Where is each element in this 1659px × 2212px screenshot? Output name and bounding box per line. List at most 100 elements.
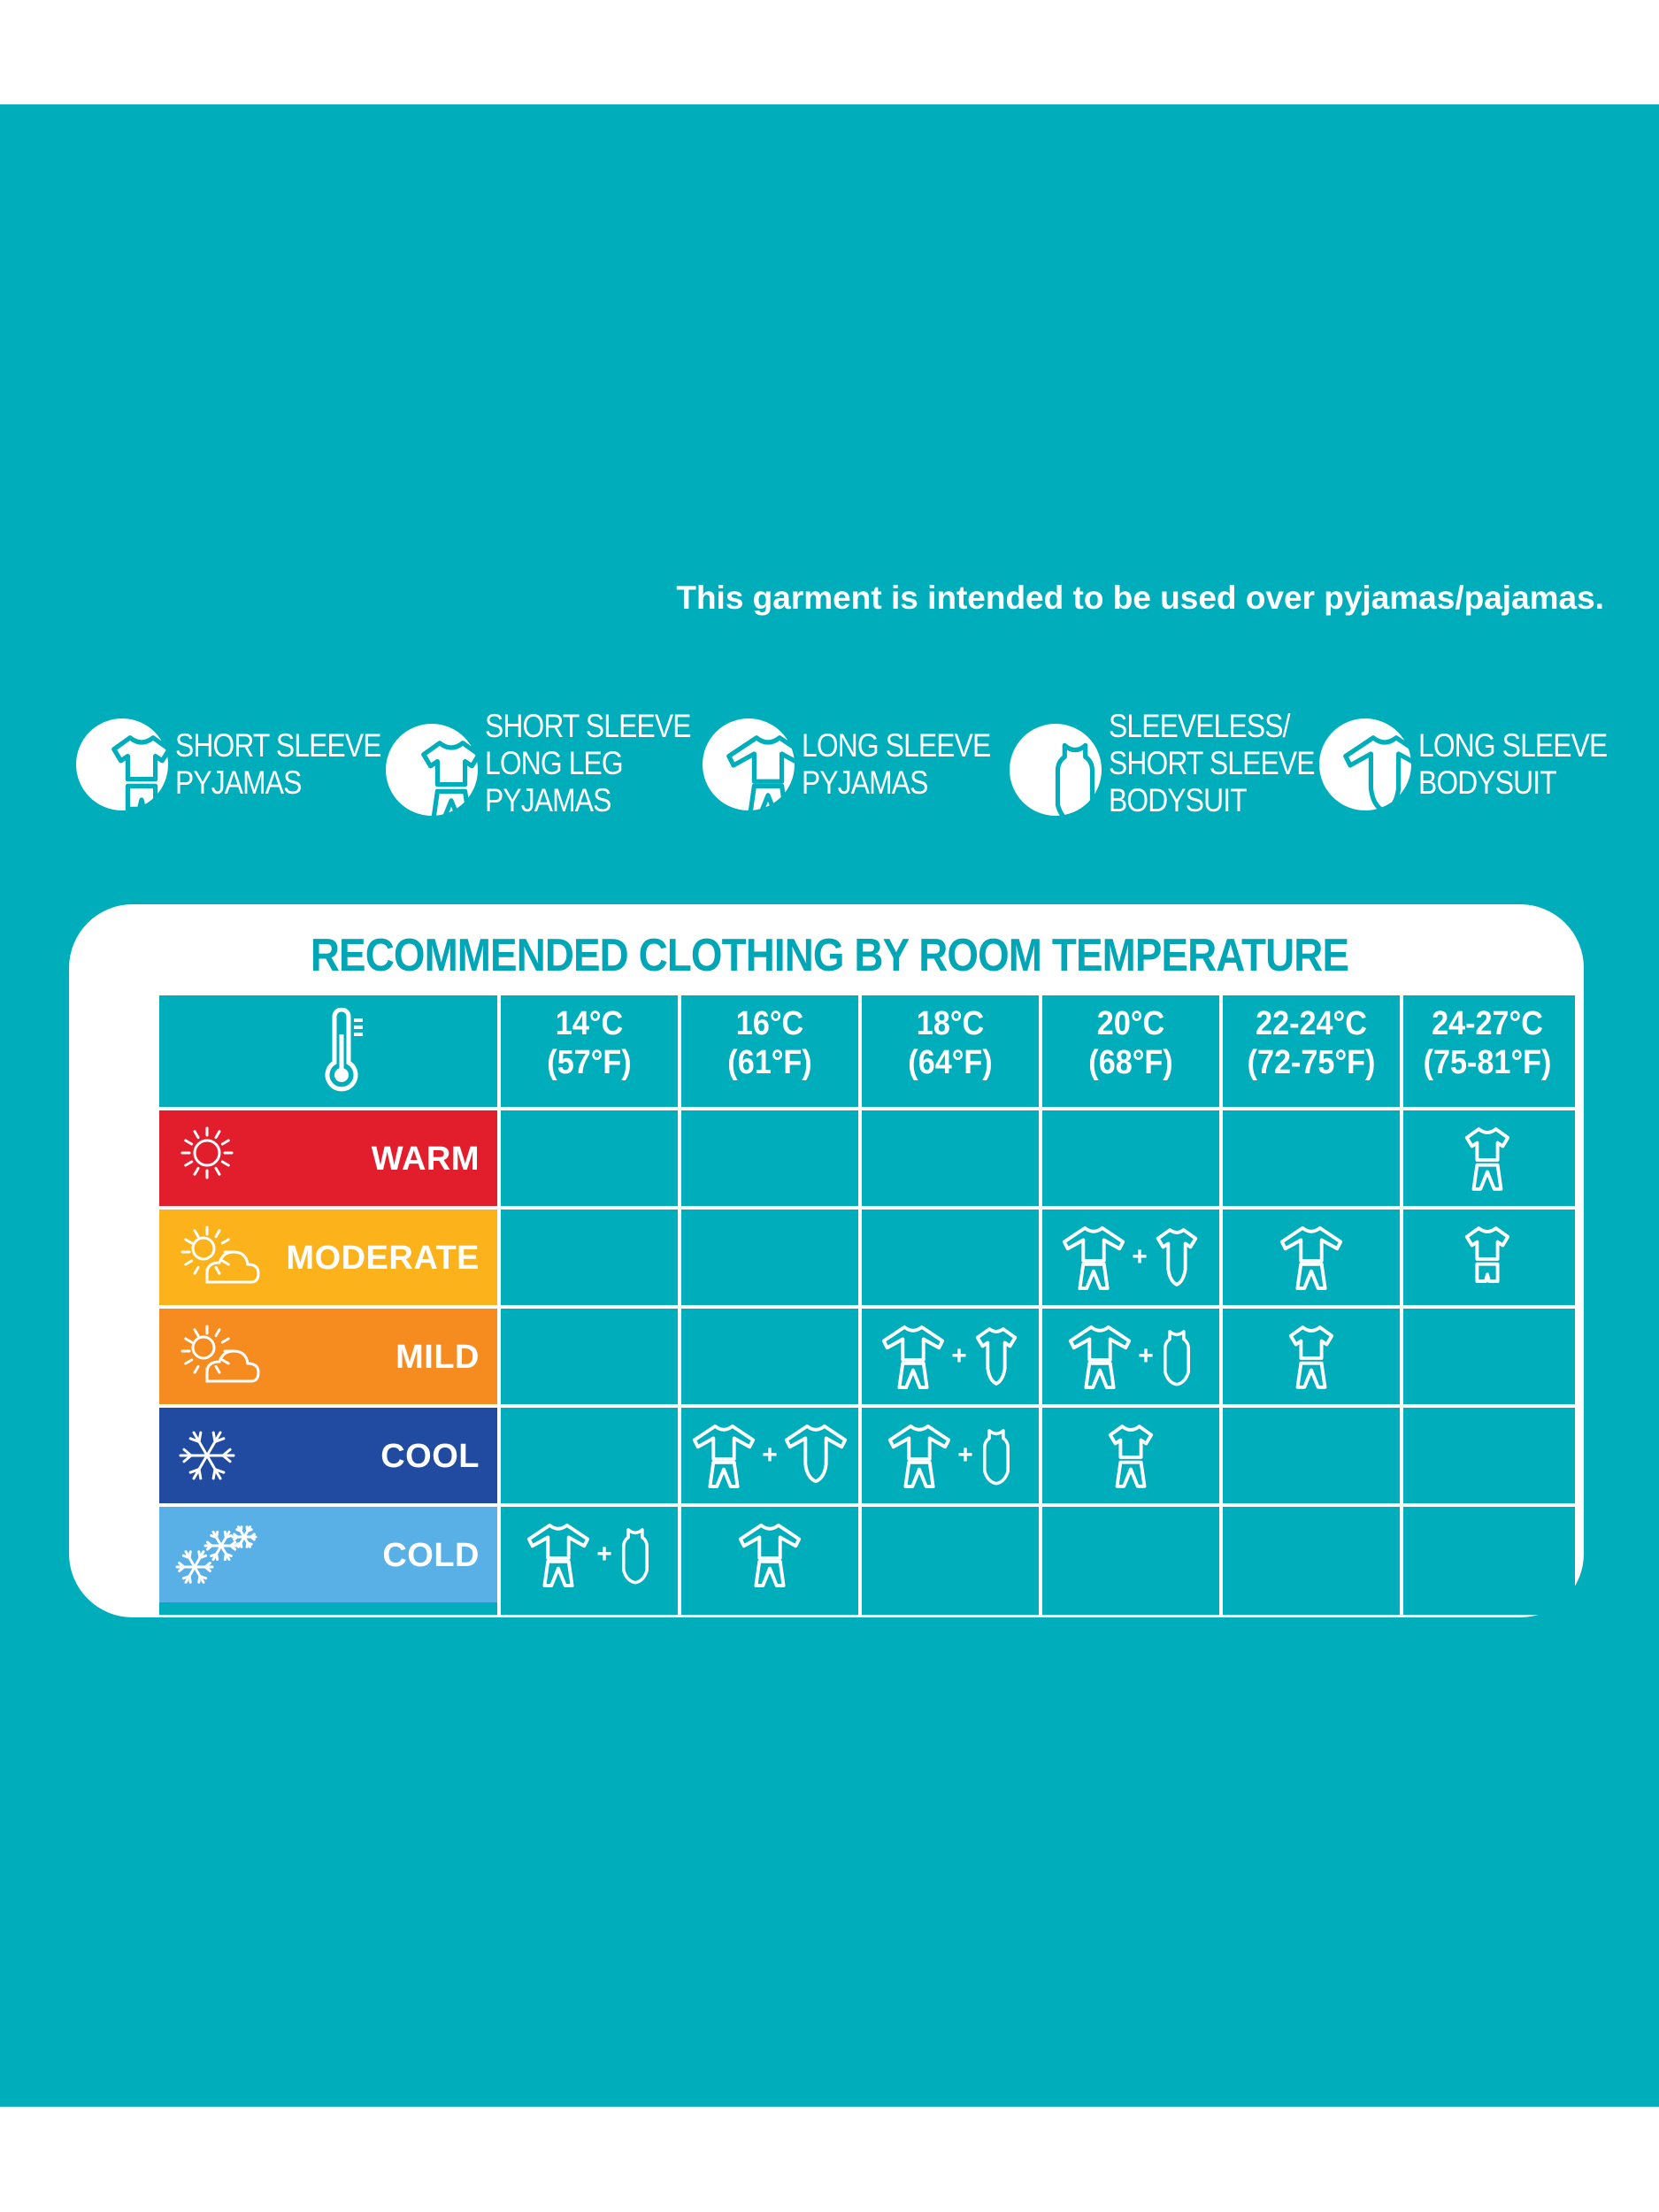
legend-label-line: LONG SLEEVE bbox=[1418, 727, 1608, 764]
grid-line bbox=[159, 1107, 1575, 1110]
condition-label: COOL bbox=[380, 1438, 480, 1475]
short-sleeve-pyjamas-icon bbox=[1462, 1215, 1513, 1300]
recommended-clothing: + bbox=[501, 1507, 678, 1602]
sun-cloud-icon bbox=[180, 1325, 260, 1383]
legend-label: LONG SLEEVE BODYSUIT bbox=[1418, 727, 1608, 802]
fahrenheit-label: (64°F) bbox=[908, 1044, 993, 1081]
legend-label-line: SHORT SLEEVE bbox=[1109, 745, 1315, 781]
condition-cold: COLD bbox=[159, 1507, 497, 1602]
sleeveless-bodysuit-icon bbox=[1010, 724, 1102, 816]
plus-sign: + bbox=[762, 1440, 778, 1470]
snowflake-icon bbox=[179, 1431, 235, 1480]
recommended-clothing bbox=[1403, 1210, 1571, 1305]
long-sleeve-pyjamas-icon bbox=[1059, 1215, 1128, 1300]
recommended-clothing: + bbox=[862, 1408, 1039, 1503]
garment-legend: SHORT SLEEVE PYJAMAS SHORT SLEEVE LONG LEG… bbox=[76, 708, 1608, 832]
legend-label-line: BODYSUIT bbox=[1109, 782, 1248, 818]
plus-sign: + bbox=[1132, 1242, 1148, 1271]
long-sleeve-pyjamas-icon bbox=[885, 1413, 954, 1498]
short-sleeve-long-leg-pyjamas-icon bbox=[386, 724, 478, 816]
short-sleeve-long-leg-pyjamas-icon bbox=[1105, 1413, 1156, 1498]
fahrenheit-label: (75-81°F) bbox=[1423, 1044, 1552, 1081]
celsius-label: 24-27°C bbox=[1432, 1005, 1543, 1042]
long-sleeve-pyjamas-icon bbox=[1065, 1314, 1134, 1399]
condition-warm: WARM bbox=[159, 1110, 497, 1206]
recommended-clothing bbox=[1042, 1408, 1219, 1503]
sleeveless-bodysuit-icon bbox=[1157, 1314, 1196, 1399]
long-sleeve-pyjamas-icon bbox=[735, 1512, 804, 1597]
plus-sign: + bbox=[957, 1440, 973, 1470]
short-sleeve-long-leg-pyjamas-icon bbox=[1286, 1314, 1337, 1399]
temperature-column-header: 18°C (64°F) bbox=[871, 1004, 1030, 1110]
legend-label: SHORT SLEEVE LONG LEG PYJAMAS bbox=[485, 708, 691, 819]
condition-label: MODERATE bbox=[286, 1240, 480, 1277]
legend-label-line: BODYSUIT bbox=[1418, 764, 1557, 801]
recommended-clothing bbox=[681, 1507, 858, 1602]
condition-label: MILD bbox=[396, 1339, 480, 1376]
short-sleeve-pyjamas-icon bbox=[76, 718, 168, 810]
long-sleeve-pyjamas-icon bbox=[524, 1512, 593, 1597]
condition-moderate: MODERATE bbox=[159, 1210, 497, 1305]
legend-label-line: SHORT SLEEVE bbox=[485, 708, 691, 744]
grid-line bbox=[159, 1206, 1575, 1210]
temperature-column-header: 22-24°C (72-75°F) bbox=[1232, 1004, 1391, 1110]
condition-label: WARM bbox=[371, 1141, 480, 1178]
long-sleeve-pyjamas-icon bbox=[1277, 1215, 1346, 1300]
legend-label-line: LONG LEG bbox=[485, 745, 624, 781]
legend-label-line: PYJAMAS bbox=[802, 764, 928, 801]
sun-icon bbox=[180, 1126, 234, 1179]
short-sleeve-long-leg-pyjamas-icon bbox=[1462, 1116, 1513, 1201]
recommended-clothing bbox=[1223, 1309, 1400, 1404]
celsius-label: 16°C bbox=[735, 1005, 804, 1042]
temperature-column-header: 20°C (68°F) bbox=[1051, 1004, 1210, 1110]
celsius-label: 20°C bbox=[1096, 1005, 1165, 1042]
legend-label: SLEEVELESS/SHORT SLEEVE BODYSUIT bbox=[1109, 708, 1315, 819]
temperature-table: 14°C (57°F) 16°C (61°F) 18°C (64°F) 20°C (68°F)… bbox=[159, 995, 1575, 1615]
recommended-clothing bbox=[1403, 1110, 1571, 1206]
long-sleeve-pyjamas-icon bbox=[689, 1413, 758, 1498]
plus-sign: + bbox=[596, 1540, 612, 1569]
fahrenheit-label: (61°F) bbox=[727, 1044, 812, 1081]
plus-sign: + bbox=[951, 1341, 967, 1371]
temperature-column-header: 24-27°C (75-81°F) bbox=[1412, 1004, 1563, 1110]
short-sleeve-bodysuit-icon bbox=[971, 1314, 1022, 1399]
grid-line bbox=[159, 1305, 1575, 1309]
recommended-clothing: + bbox=[862, 1309, 1039, 1404]
legend-label-line: PYJAMAS bbox=[485, 782, 611, 818]
legend-label-line: PYJAMAS bbox=[175, 764, 302, 801]
condition-label: COLD bbox=[382, 1537, 480, 1574]
celsius-label: 18°C bbox=[916, 1005, 985, 1042]
sun-cloud-icon bbox=[180, 1225, 260, 1284]
plus-sign: + bbox=[1138, 1341, 1154, 1371]
snowflakes-icon bbox=[175, 1525, 257, 1584]
long-sleeve-bodysuit-icon bbox=[1319, 718, 1411, 810]
thermometer-icon bbox=[325, 1008, 363, 1092]
fahrenheit-label: (57°F) bbox=[547, 1044, 632, 1081]
legend-label-line: LONG SLEEVE bbox=[802, 727, 991, 764]
condition-mild: MILD bbox=[159, 1309, 497, 1404]
grid-line bbox=[159, 1404, 1575, 1408]
legend-label-line: SLEEVELESS/ bbox=[1109, 708, 1290, 744]
short-sleeve-bodysuit-icon bbox=[1151, 1215, 1202, 1300]
celsius-label: 14°C bbox=[555, 1005, 624, 1042]
long-sleeve-bodysuit-icon bbox=[781, 1413, 850, 1498]
chart-title: RECOMMENDED CLOTHING BY ROOM TEMPERATURE bbox=[310, 930, 1349, 981]
recommended-clothing: + bbox=[681, 1408, 858, 1503]
fahrenheit-label: (72-75°F) bbox=[1247, 1044, 1376, 1081]
legend-label: SHORT SLEEVE PYJAMAS bbox=[175, 727, 381, 802]
celsius-label: 22-24°C bbox=[1256, 1005, 1367, 1042]
usage-notice: This garment is intended to be used over… bbox=[676, 580, 1604, 616]
recommended-clothing: + bbox=[1042, 1309, 1219, 1404]
legend-label-line: SHORT SLEEVE bbox=[175, 727, 381, 764]
sleeveless-bodysuit-icon bbox=[616, 1512, 655, 1597]
recommended-clothing bbox=[1223, 1210, 1400, 1305]
long-sleeve-pyjamas-icon bbox=[879, 1314, 948, 1399]
grid-line bbox=[159, 1503, 1575, 1507]
temperature-column-header: 14°C (57°F) bbox=[510, 1004, 669, 1110]
recommended-clothing: + bbox=[1042, 1210, 1219, 1305]
sleeveless-bodysuit-icon bbox=[977, 1413, 1016, 1498]
long-sleeve-pyjamas-icon bbox=[703, 718, 795, 810]
fahrenheit-label: (68°F) bbox=[1088, 1044, 1173, 1081]
temperature-column-header: 16°C (61°F) bbox=[690, 1004, 849, 1110]
condition-cool: COOL bbox=[159, 1408, 497, 1503]
